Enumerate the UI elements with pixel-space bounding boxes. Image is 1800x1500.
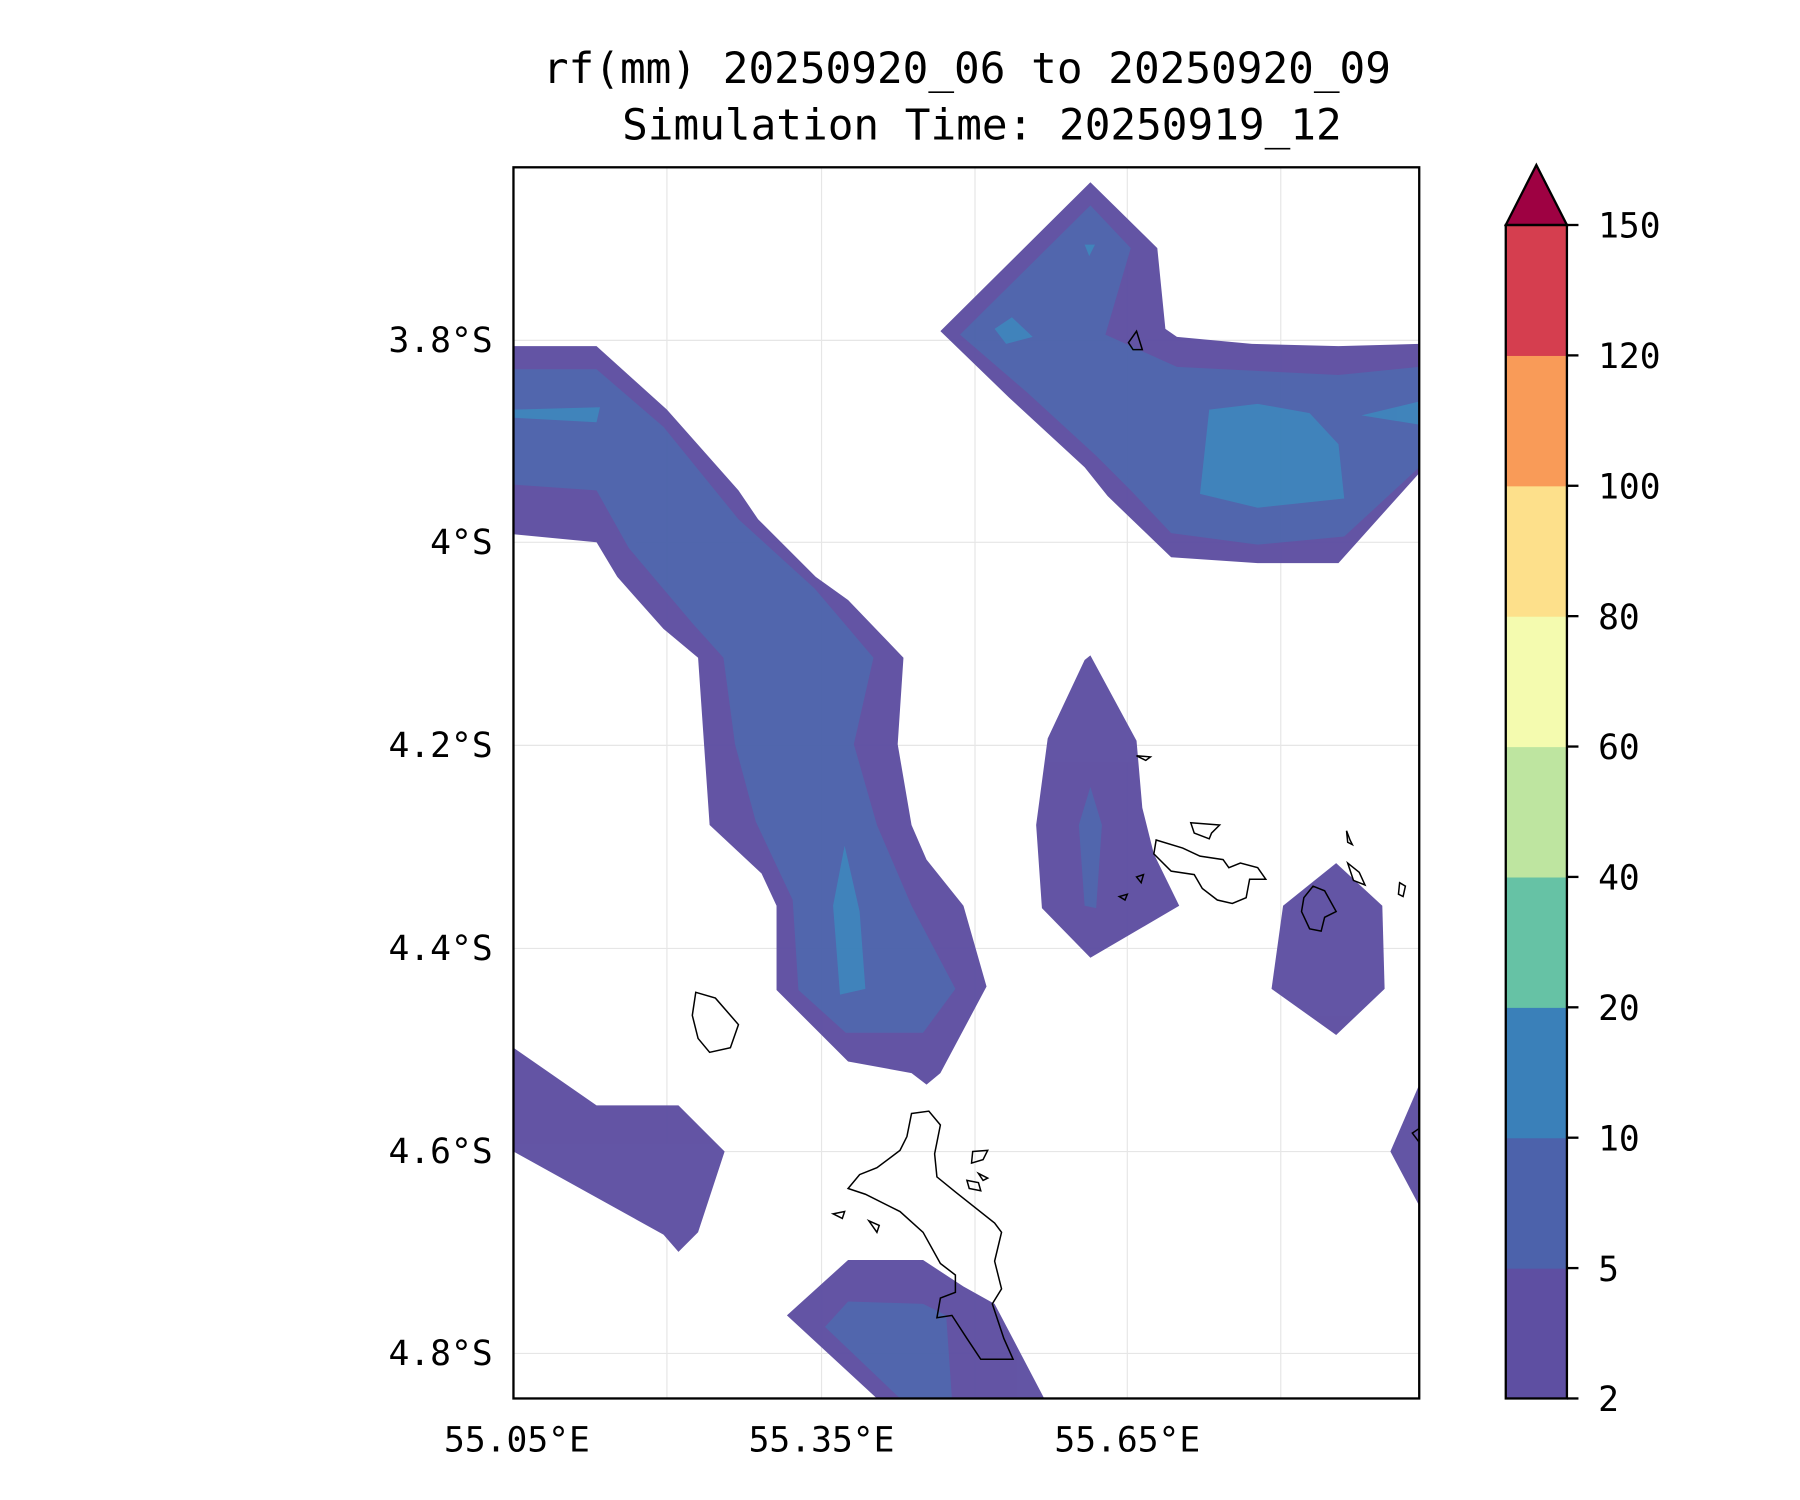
x-tick-label: 55.35°E — [749, 1421, 895, 1461]
coastline-islet — [1397, 881, 1407, 898]
colorbar-segment — [1505, 746, 1567, 878]
coastline-islet — [976, 1171, 990, 1182]
colorbar-tick-label: 100 — [1598, 467, 1661, 507]
title-line-1: rf(mm) 20250920_06 to 20250920_09 — [543, 44, 1391, 94]
colorbar-tick-label: 80 — [1598, 598, 1640, 638]
contour-10-20 — [1361, 401, 1420, 425]
contour-2-5-east-blob — [1271, 863, 1385, 1035]
colorbar-segment — [1505, 355, 1567, 487]
coastline-islet — [1135, 873, 1145, 885]
coastline-islet — [1117, 893, 1129, 902]
coastline-islet — [1127, 329, 1144, 351]
coastline-islet — [1345, 830, 1354, 847]
colorbar-segment — [1505, 616, 1567, 748]
coastline-islet — [866, 1218, 881, 1234]
colorbar-extend-arrow — [1503, 162, 1569, 227]
colorbar-frame — [1504, 223, 1569, 1400]
colorbar-tick-label: 120 — [1598, 337, 1661, 377]
map-axes: 3.8°S 4°S 4.2°S 4.4°S 4.6°S 4.8°S 55.05°… — [389, 166, 1421, 1461]
coastline-la-digue — [1300, 885, 1338, 933]
x-tick-label: 55.65°E — [1054, 1421, 1200, 1461]
colorbar-tick-label: 40 — [1598, 859, 1640, 899]
coastline-islet — [830, 1210, 846, 1220]
colorbar-segment — [1505, 225, 1567, 356]
colorbar: 2 5 10 20 40 60 80 100 120 150 — [1503, 162, 1661, 1420]
contour-2-5-southwest-blob — [513, 1047, 725, 1252]
contour-10-20 — [1200, 403, 1345, 508]
colorbar-tick-label: 60 — [1598, 728, 1640, 768]
title-line-2: Simulation Time: 20250919_12 — [622, 101, 1342, 151]
x-tick-label: 55.05°E — [444, 1421, 590, 1461]
contour-10-20 — [513, 407, 600, 423]
coastline-islet — [970, 1149, 989, 1165]
coastline-mahe — [846, 1110, 1015, 1360]
coastlines — [691, 329, 1420, 1360]
contour-5-10-central-blob — [1078, 786, 1102, 909]
colorbar-segment — [1505, 1268, 1567, 1400]
contour-5-10-south-blob — [824, 1301, 952, 1399]
contour-10-20 — [833, 845, 866, 995]
y-tick-label: 4.2°S — [389, 726, 493, 766]
colorbar-segment — [1505, 876, 1567, 1008]
colorbar-segment — [1505, 1007, 1567, 1139]
coastline-islet — [1136, 755, 1153, 762]
contour-2-5-east-edge — [1390, 1084, 1420, 1206]
colorbar-segment — [1505, 1137, 1567, 1269]
y-tick-label: 4.8°S — [389, 1334, 493, 1374]
colorbar-tick-label: 150 — [1598, 207, 1661, 247]
y-tick-label: 4.6°S — [389, 1132, 493, 1172]
coastline-islet — [1189, 821, 1222, 840]
colorbar-tick-label: 20 — [1598, 989, 1640, 1029]
x-tick-labels: 55.05°E 55.35°E 55.65°E — [444, 1421, 1200, 1461]
contour-10-20 — [994, 317, 1033, 344]
coastline-island — [691, 991, 740, 1054]
contour-2-5-central-blob — [1036, 655, 1180, 958]
coastline-islet — [1346, 860, 1367, 887]
y-tick-label: 4°S — [430, 523, 493, 563]
rainfall-contours — [513, 182, 1420, 1399]
coastline-praslin — [1153, 839, 1268, 905]
colorbar-tick-label: 5 — [1598, 1250, 1619, 1290]
coastline-islet — [1411, 1127, 1420, 1144]
contour-10-20 — [1084, 244, 1095, 257]
colorbar-tick-label: 2 — [1598, 1380, 1619, 1420]
y-tick-label: 3.8°S — [389, 321, 493, 361]
y-tick-labels: 3.8°S 4°S 4.2°S 4.4°S 4.6°S 4.8°S — [389, 321, 493, 1374]
y-tick-label: 4.4°S — [389, 929, 493, 969]
colorbar-segment — [1505, 485, 1567, 617]
coastline-islet — [965, 1179, 982, 1192]
axes-frame — [512, 166, 1421, 1400]
colorbar-tick-label: 10 — [1598, 1119, 1640, 1159]
